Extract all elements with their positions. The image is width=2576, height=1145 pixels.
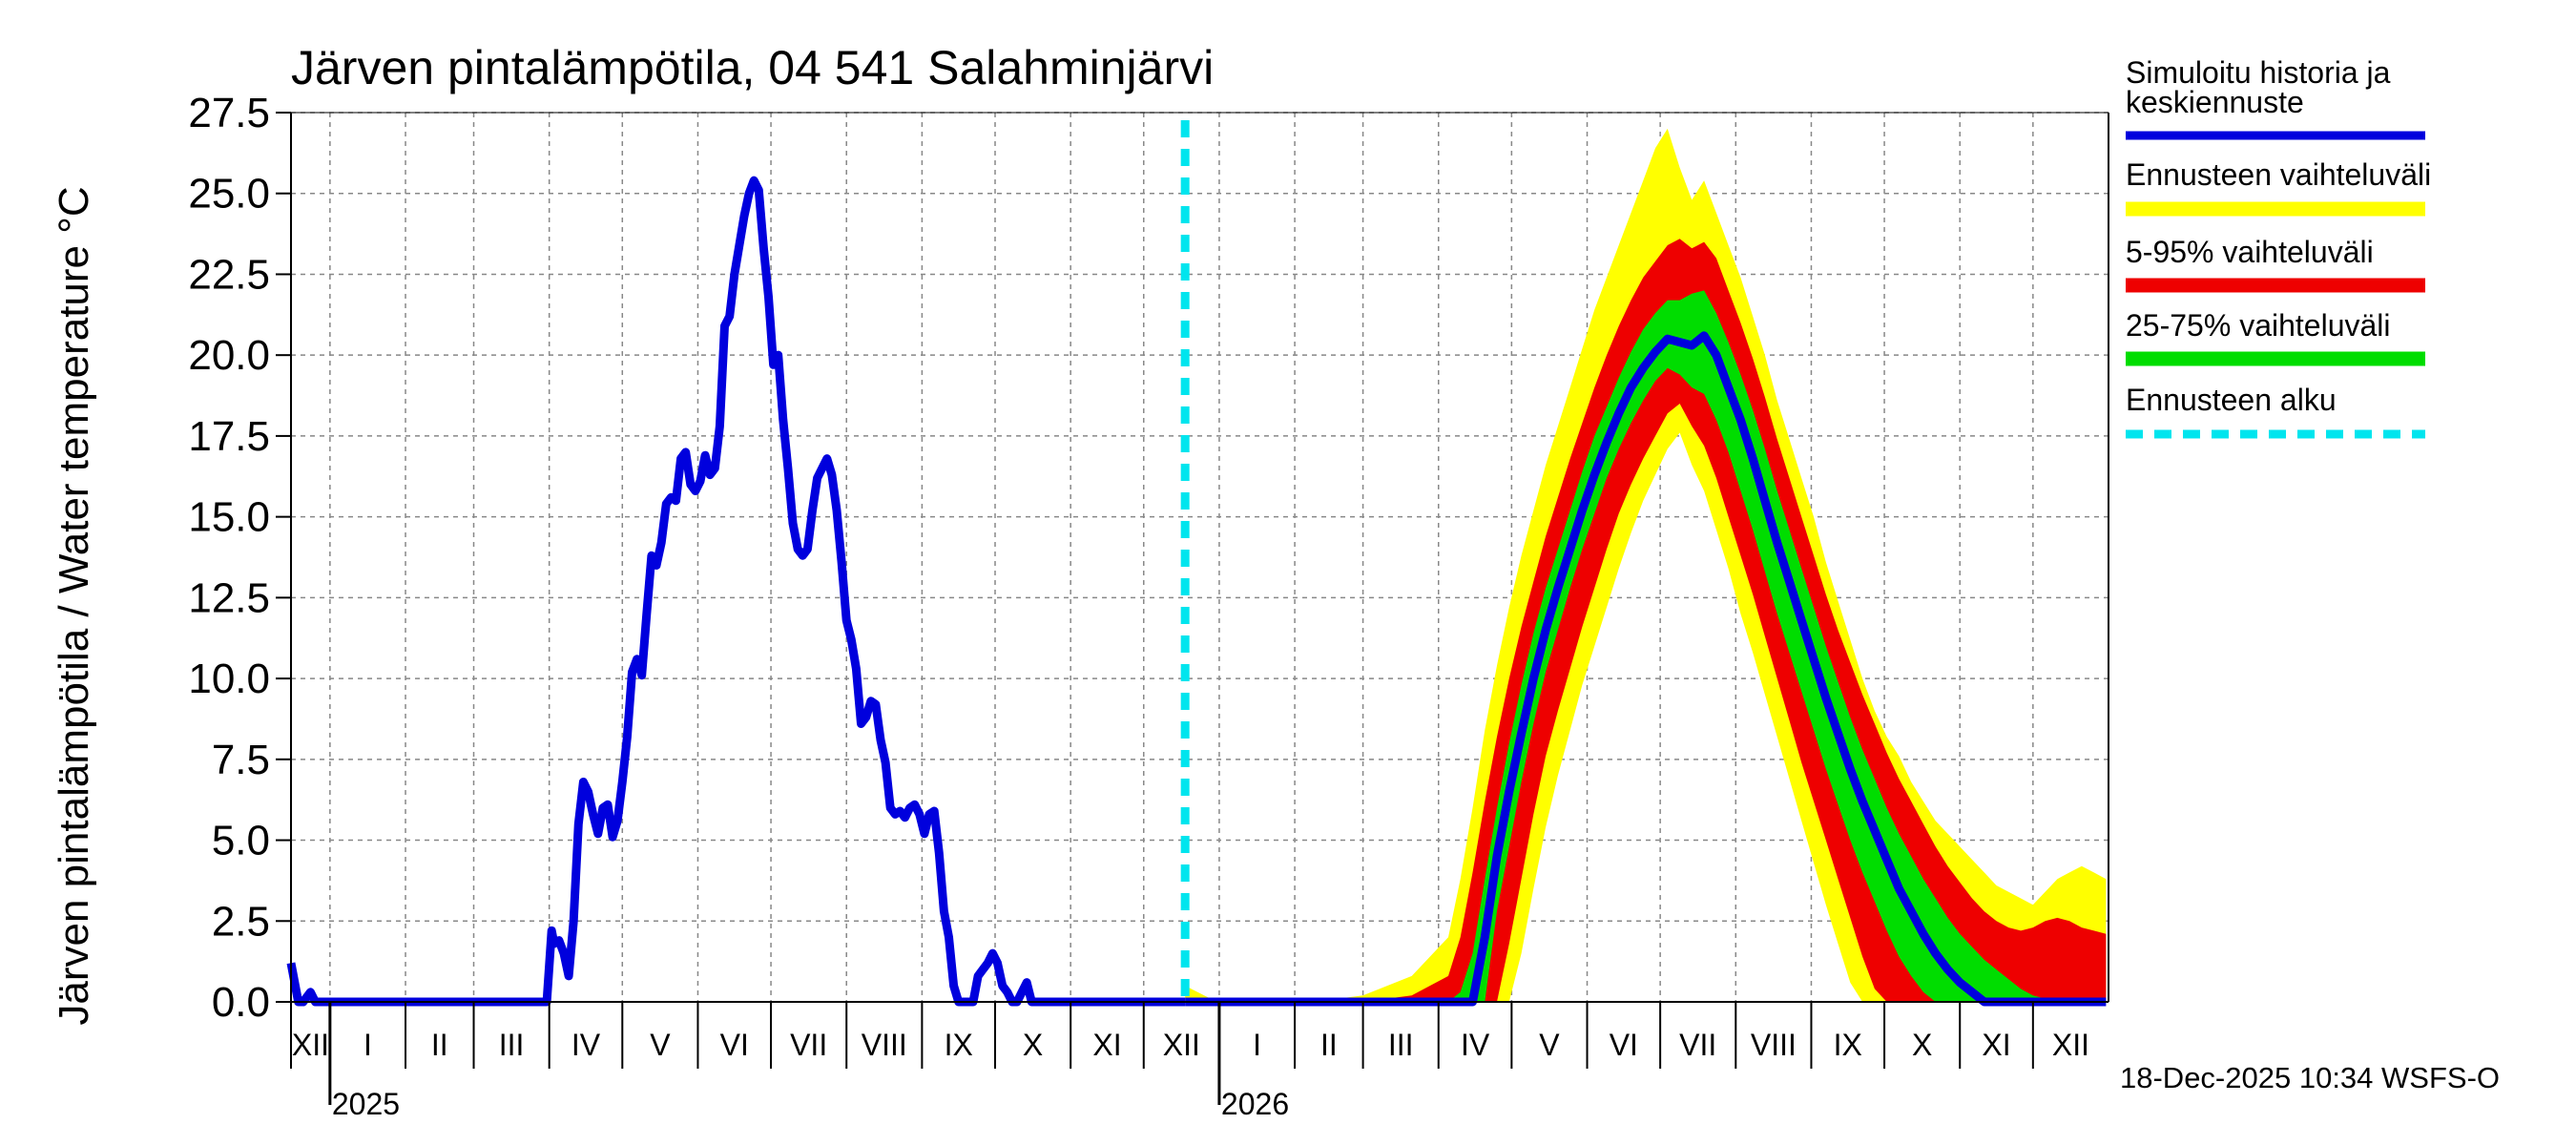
legend-history-label-line2: keskiennuste xyxy=(2126,85,2304,119)
y-tick-label: 27.5 xyxy=(188,90,270,136)
y-tick-label: 25.0 xyxy=(188,171,270,218)
chart-title: Järven pintalämpötila, 04 541 Salahminjä… xyxy=(291,41,1214,94)
y-tick-label: 17.5 xyxy=(188,413,270,460)
legend-5-95-label: 5-95% vaihteluväli xyxy=(2126,235,2374,269)
y-tick-label: 15.0 xyxy=(188,494,270,541)
month-label: XII xyxy=(1163,1028,1200,1062)
axes: 0.0 2.5 5.0 7.5 10.0 12.5 15.0 17.5 20.0 22.5 25.0… xyxy=(188,90,2109,1121)
month-label: VI xyxy=(1610,1028,1638,1062)
month-label: III xyxy=(499,1028,525,1062)
legend-25-75-label: 25-75% vaihteluväli xyxy=(2126,308,2391,343)
legend-history-label-line1: Simuloitu historia ja xyxy=(2126,55,2391,90)
y-tick-label: 10.0 xyxy=(188,656,270,702)
month-label: IX xyxy=(1834,1028,1862,1062)
y-tick-label: 5.0 xyxy=(212,818,270,864)
legend-full-range-label: Ennusteen vaihteluväli xyxy=(2126,157,2431,192)
month-label: X xyxy=(1912,1028,1932,1062)
month-label: III xyxy=(1388,1028,1414,1062)
month-label: VIII xyxy=(862,1028,907,1062)
y-tick-label: 22.5 xyxy=(188,251,270,298)
month-label: V xyxy=(1539,1028,1560,1062)
footer-timestamp: 18-Dec-2025 10:34 WSFS-O xyxy=(2120,1061,2500,1094)
month-label: VII xyxy=(790,1028,827,1062)
y-tick-label: 0.0 xyxy=(212,979,270,1026)
month-label: VIII xyxy=(1751,1028,1797,1062)
y-tick-label: 2.5 xyxy=(212,898,270,945)
y-tick-label: 12.5 xyxy=(188,574,270,621)
y-tick-label: 20.0 xyxy=(188,332,270,379)
month-label: I xyxy=(364,1028,372,1062)
month-label: IV xyxy=(571,1028,601,1062)
month-label: II xyxy=(1320,1028,1338,1062)
month-label: X xyxy=(1023,1028,1043,1062)
month-label: IV xyxy=(1461,1028,1490,1062)
month-label: I xyxy=(1253,1028,1261,1062)
month-label: V xyxy=(650,1028,671,1062)
legend-forecast-start-label: Ennusteen alku xyxy=(2126,383,2337,417)
legend: Simuloitu historia ja keskiennuste Ennus… xyxy=(2126,55,2431,439)
month-label: XI xyxy=(1982,1028,2010,1062)
month-label: XI xyxy=(1092,1028,1121,1062)
year-label: 2025 xyxy=(332,1087,400,1121)
y-axis-label: Järven pintalämpötila / Water temperatur… xyxy=(51,186,97,1025)
month-label: II xyxy=(431,1028,448,1062)
month-label: VII xyxy=(1679,1028,1716,1062)
month-label: VI xyxy=(720,1028,749,1062)
y-tick-label: 7.5 xyxy=(212,737,270,783)
month-label: IX xyxy=(945,1028,973,1062)
month-label: XII xyxy=(2052,1028,2089,1062)
year-label: 2026 xyxy=(1221,1087,1289,1121)
month-label: XII xyxy=(292,1028,329,1062)
